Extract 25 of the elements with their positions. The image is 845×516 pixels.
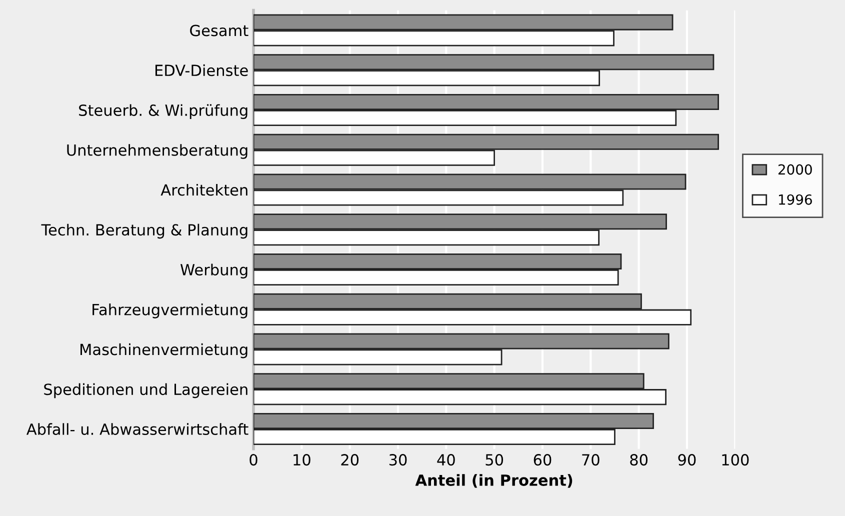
y-tick-label: EDV-Dienste: [155, 64, 248, 76]
legend-label: 1996: [778, 194, 812, 205]
x-tick-label: 10: [294, 454, 310, 466]
y-tick-label: Techn. Beratung & Planung: [41, 224, 248, 239]
x-tick-label: 50: [486, 454, 504, 466]
x-tick-label: 30: [389, 454, 407, 466]
y-tick-label: Unternehmensberatung: [67, 144, 248, 159]
y-tick-label: Gesamt: [190, 24, 248, 36]
x-axis-title: Anteil (in Prozent): [415, 474, 572, 488]
y-tick-label: Abfall- u. Abwasserwirtschaft: [26, 423, 248, 436]
x-tick-label: 40: [437, 454, 455, 466]
x-tick-label: 70: [582, 454, 600, 466]
y-tick-label: Architekten: [160, 184, 248, 196]
y-tick-label: Werbung: [180, 264, 248, 278]
y-tick-label: Speditionen und Lagereien: [44, 383, 248, 398]
x-tick-label: 20: [341, 454, 359, 466]
x-tick-label: 100: [722, 454, 749, 466]
y-tick-label: Fahrzeugvermietung: [92, 304, 248, 318]
y-tick-label: Steuerb. & Wi.prüfung: [79, 104, 248, 119]
x-tick-label: 80: [630, 454, 648, 466]
legend-label: 2000: [778, 164, 812, 175]
x-tick-label: 90: [678, 454, 696, 466]
x-tick-label: 0: [250, 454, 258, 466]
y-tick-label: Maschinenvermietung: [80, 343, 248, 358]
x-tick-label: 60: [534, 454, 552, 466]
